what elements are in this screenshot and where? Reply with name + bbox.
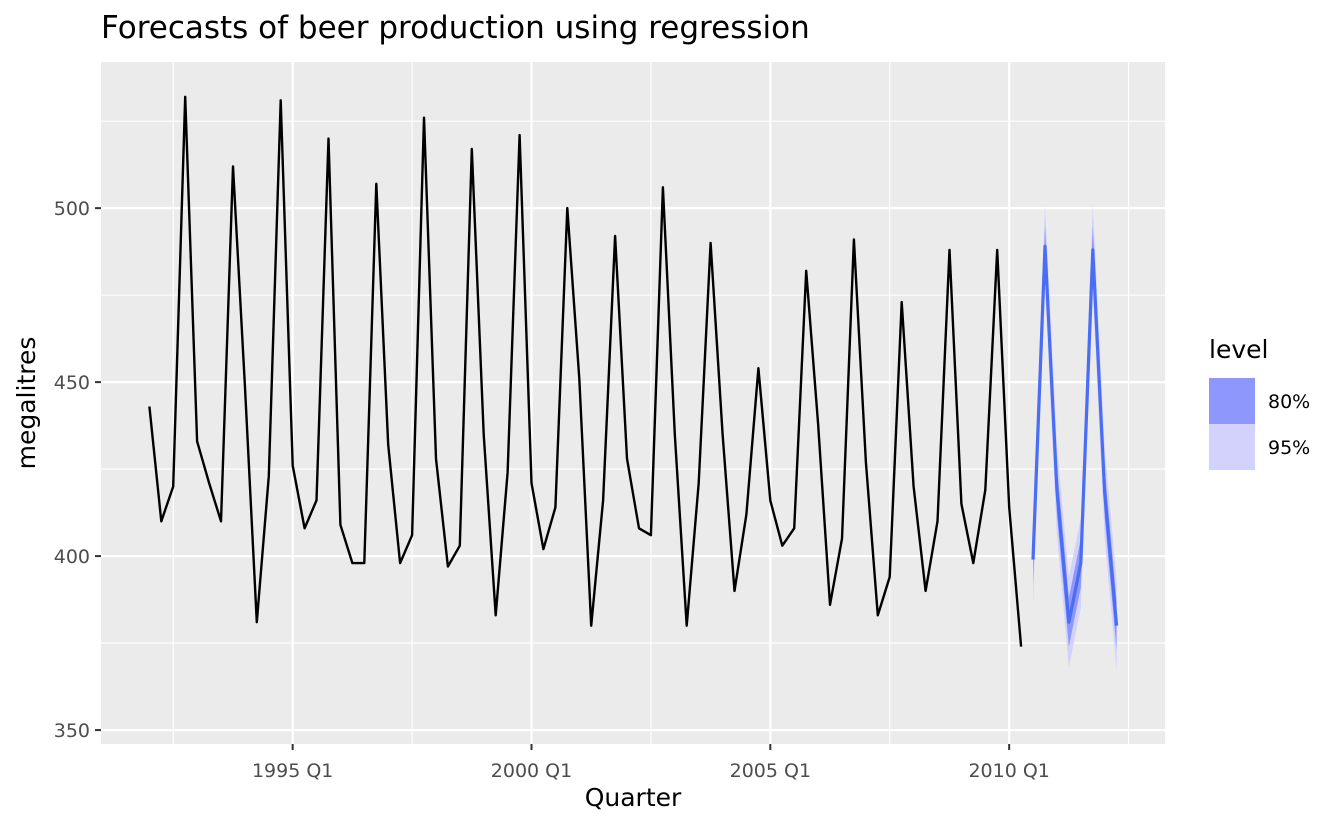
legend-key-80 [1209, 378, 1255, 424]
y-tick-label: 500 [54, 198, 90, 220]
legend-label-80: 80% [1268, 391, 1310, 413]
x-tick-label: 1995 Q1 [252, 760, 333, 782]
y-tick-label: 450 [54, 372, 90, 394]
axis-ticks: 350 400 450 500 1995 Q1 2000 Q1 2005 Q1 2010 Q1 [54, 198, 1050, 782]
legend-key-95 [1209, 424, 1255, 470]
minor-gridlines [101, 62, 1165, 744]
x-axis-title: Quarter [585, 783, 682, 812]
legend: level 80% 95% [1209, 335, 1310, 470]
x-tick-label: 2005 Q1 [730, 760, 811, 782]
y-axis-title: megalitres [12, 337, 41, 470]
x-tick-label: 2000 Q1 [491, 760, 572, 782]
legend-label-95: 95% [1268, 437, 1310, 459]
y-tick-label: 400 [54, 546, 90, 568]
x-tick-label: 2010 Q1 [968, 760, 1049, 782]
major-gridlines [101, 62, 1165, 744]
forecast-line [1031, 244, 1119, 626]
y-tick-label: 350 [54, 720, 90, 742]
series-lines [148, 95, 1119, 647]
chart-title: Forecasts of beer production using regre… [101, 10, 810, 46]
legend-title: level [1209, 335, 1268, 364]
historical-line [148, 95, 1023, 647]
